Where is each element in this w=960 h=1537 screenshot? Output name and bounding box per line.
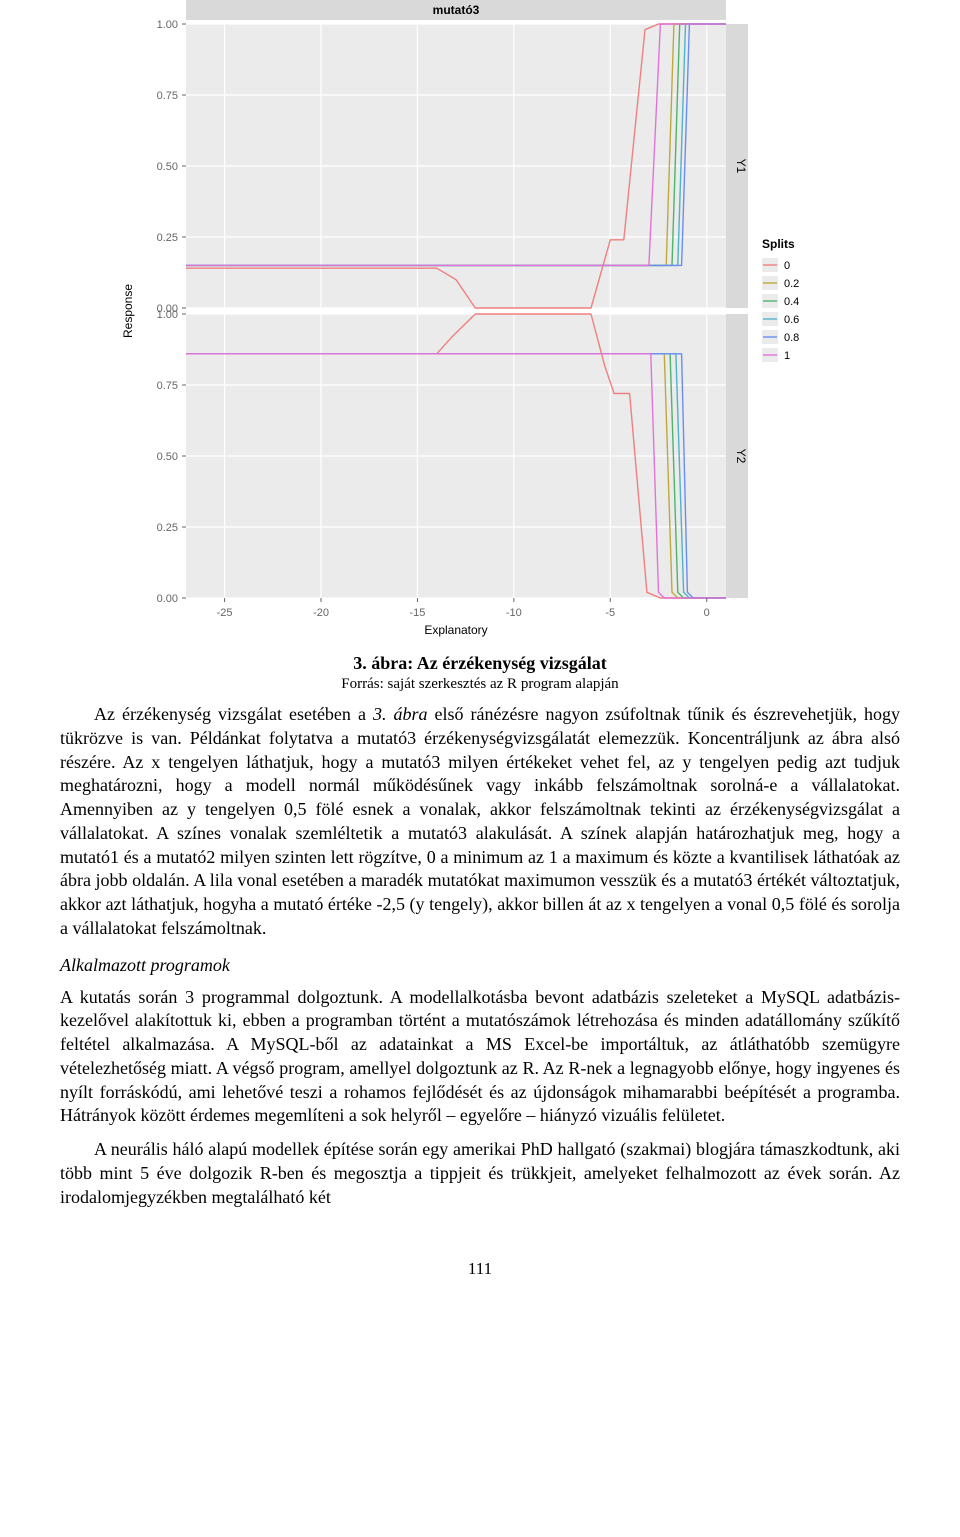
page-number: 111 bbox=[60, 1259, 900, 1279]
svg-text:-15: -15 bbox=[409, 607, 425, 619]
sensitivity-chart: mutató3Y10.000.250.500.751.00Y20.000.250… bbox=[120, 0, 840, 645]
subheading-programs: Alkalmazott programok bbox=[60, 955, 900, 976]
paragraph-1: Az érzékenység vizsgálat esetében a 3. á… bbox=[60, 703, 900, 941]
svg-text:0.75: 0.75 bbox=[157, 380, 178, 392]
svg-text:1.00: 1.00 bbox=[157, 309, 178, 321]
svg-text:0.4: 0.4 bbox=[784, 296, 799, 308]
svg-text:0.50: 0.50 bbox=[157, 451, 178, 463]
svg-text:-20: -20 bbox=[313, 607, 329, 619]
figure-caption-source: Forrás: saját szerkesztés az R program a… bbox=[60, 676, 900, 693]
svg-text:Explanatory: Explanatory bbox=[424, 623, 487, 637]
para1-lead: Az érzékenység vizsgálat esetében a bbox=[94, 704, 373, 724]
svg-text:0: 0 bbox=[784, 260, 790, 272]
svg-text:-10: -10 bbox=[506, 607, 522, 619]
para1-rest: első ránézésre nagyon zsúfoltnak tűnik é… bbox=[60, 704, 900, 938]
para1-figure-ref: 3. ábra bbox=[373, 704, 428, 724]
paragraph-3: A neurális háló alapú modellek építése s… bbox=[60, 1138, 900, 1209]
svg-text:Splits: Splits bbox=[762, 237, 795, 251]
svg-text:0.00: 0.00 bbox=[157, 593, 178, 605]
svg-text:0: 0 bbox=[704, 607, 710, 619]
svg-text:Response: Response bbox=[121, 284, 135, 338]
figure-caption-title: 3. ábra: Az érzékenység vizsgálat bbox=[60, 653, 900, 674]
svg-text:0.25: 0.25 bbox=[157, 522, 178, 534]
svg-text:0.2: 0.2 bbox=[784, 278, 799, 290]
svg-text:1.00: 1.00 bbox=[157, 19, 178, 31]
svg-text:-25: -25 bbox=[217, 607, 233, 619]
svg-text:Y1: Y1 bbox=[734, 159, 748, 174]
svg-text:0.50: 0.50 bbox=[157, 161, 178, 173]
svg-text:0.8: 0.8 bbox=[784, 332, 799, 344]
svg-text:0.25: 0.25 bbox=[157, 232, 178, 244]
svg-text:Y2: Y2 bbox=[734, 449, 748, 464]
svg-text:1: 1 bbox=[784, 350, 790, 362]
svg-text:mutató3: mutató3 bbox=[433, 3, 480, 17]
svg-text:0.75: 0.75 bbox=[157, 90, 178, 102]
paragraph-2: A kutatás során 3 programmal dolgoztunk.… bbox=[60, 986, 900, 1129]
svg-text:-5: -5 bbox=[605, 607, 615, 619]
svg-text:0.6: 0.6 bbox=[784, 314, 799, 326]
chart-svg: mutató3Y10.000.250.500.751.00Y20.000.250… bbox=[120, 0, 840, 640]
